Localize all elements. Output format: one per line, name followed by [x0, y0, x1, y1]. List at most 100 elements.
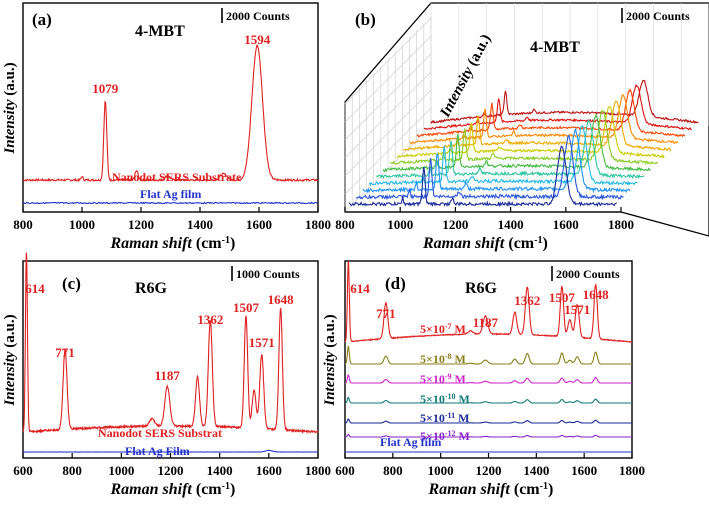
- peak-label: 771: [55, 345, 75, 360]
- x-tick-label: 1400: [523, 463, 549, 478]
- series-name: 5×10-9 M: [420, 372, 466, 387]
- peak-label: 614: [350, 281, 370, 296]
- y-axis-label: Intensity (a.u.): [322, 314, 338, 406]
- x-tick-label: 600: [13, 463, 33, 478]
- series-line-stack: [382, 113, 652, 173]
- series-line-stack: [348, 145, 618, 208]
- x-tick-label: 1000: [108, 463, 134, 478]
- x-tick-label: 1400: [498, 217, 524, 232]
- x-tick-label: 1600: [553, 217, 579, 232]
- panel-c: (c) R6G 1000 Counts 614 771 1187 1362 1507 1571 1…: [2, 252, 331, 499]
- series-line: [344, 374, 632, 384]
- plot-frame-3d: [344, 2, 709, 237]
- x-axis-label: Raman shift (cm-1): [110, 235, 236, 253]
- grid-line: [344, 53, 432, 141]
- series-line-stack: [368, 125, 638, 187]
- series-line-stack: [430, 79, 699, 124]
- panel-label-a: (a): [32, 10, 52, 29]
- series-name: 5×10-12 M: [420, 429, 470, 444]
- x-tick-label: 1800: [608, 217, 634, 232]
- peak-label: 771: [376, 306, 396, 321]
- panel-a: (a) 4-MBT 2000 Counts 1079 1594 Nanodot SERS …: [2, 2, 331, 253]
- x-tick-label: 1800: [305, 463, 331, 478]
- series-name-flatag-c: Flat Ag Film: [125, 444, 190, 458]
- scale-bar-label-d: 2000 Counts: [556, 267, 620, 281]
- series-line-stack: [362, 127, 631, 194]
- x-axis-label: Raman shift (cm-1): [428, 481, 554, 499]
- x-tick-label: 1400: [187, 217, 213, 232]
- series-name-flatag-a: Flat Ag film: [140, 187, 201, 201]
- chart-title-b: 4-MBT: [530, 39, 580, 56]
- x-tick-label: 1600: [246, 217, 272, 232]
- x-tick-label: 1800: [305, 217, 331, 232]
- x-tick-label: 1600: [571, 463, 597, 478]
- series-name: 5×10-8 M: [420, 352, 466, 367]
- series-line-stack: [416, 88, 686, 138]
- x-axis-label: Raman shift (cm-1): [422, 235, 548, 253]
- x-tick-label: 1800: [619, 463, 645, 478]
- x-tick-label: 1000: [69, 217, 95, 232]
- chart-title-a: 4-MBT: [135, 23, 185, 40]
- peak-label: 1648: [583, 287, 610, 302]
- series-line-stack: [355, 134, 624, 201]
- grid-line: [344, 35, 432, 123]
- x-tick-label: 600: [335, 463, 355, 478]
- x-tick-label: 800: [13, 217, 33, 232]
- y-axis-label: Intensity (a.u.): [2, 62, 18, 154]
- x-tick-label: 800: [335, 217, 355, 232]
- x-tick-label: 1600: [256, 463, 282, 478]
- x-tick-label: 1000: [428, 463, 454, 478]
- series-line-flatag-a: [22, 201, 318, 205]
- series-line: [344, 261, 633, 343]
- series-line: [345, 418, 632, 424]
- x-tick-label: 800: [62, 463, 82, 478]
- grid-line: [344, 17, 432, 105]
- series-line-nanodot-c: [22, 252, 319, 435]
- peak-label: 1507: [549, 290, 576, 305]
- chart-title-c: R6G: [135, 280, 168, 297]
- panel-label-b: (b): [355, 10, 376, 29]
- peak-label: 1571: [249, 335, 275, 350]
- series-line: [345, 396, 632, 404]
- y-axis-label: Intensity (a.u.): [437, 32, 494, 121]
- x-tick-label: 1000: [387, 217, 413, 232]
- peak-label-1594: 1594: [244, 32, 271, 47]
- peak-label: 1362: [197, 312, 223, 327]
- plot-frame: [22, 2, 319, 213]
- series-line-stack: [396, 106, 665, 159]
- panel-b: (b) 4-MBT 2000 Counts 800 1000 1200 1400 1600 18…: [335, 2, 709, 253]
- x-tick-label: 800: [383, 463, 403, 478]
- peak-label: 1571: [564, 302, 590, 317]
- x-tick-label: 1400: [207, 463, 233, 478]
- y-axis-label: Intensity (a.u.): [2, 314, 18, 406]
- x-tick-label: 1200: [128, 217, 154, 232]
- series-line-nanodot-a: [22, 44, 319, 182]
- series-name-nanodot-c: Nanodot SERS Substrat: [98, 426, 222, 440]
- scale-bar-label-b: 2000 Counts: [626, 9, 690, 23]
- peak-label: 1507: [233, 300, 260, 315]
- series-line-flatag-c: [22, 449, 319, 453]
- x-axis-label: Raman shift (cm-1): [110, 481, 236, 499]
- x-tick-label: 1200: [476, 463, 502, 478]
- peak-label: 1187: [473, 315, 499, 330]
- x-tick-label: 1200: [158, 463, 184, 478]
- series-line-stack: [376, 119, 645, 180]
- series-name: 5×10-11 M: [420, 411, 469, 426]
- peak-label-1079: 1079: [92, 81, 119, 96]
- panel-d: (d) R6G 2000 Counts 5×10-7 M 5×10-8 M 5×10-9 …: [322, 260, 645, 499]
- grid-line: [344, 71, 432, 159]
- panel-label-c: (c): [62, 274, 81, 293]
- scale-bar-label-c: 1000 Counts: [236, 267, 300, 281]
- series-name-nanodot-a: Nanodot SERS Substrate: [112, 170, 242, 184]
- peak-label: 614: [25, 281, 45, 296]
- series-line: [344, 345, 632, 365]
- series-name: 5×10-10 M: [420, 392, 470, 407]
- grid-line: [344, 89, 432, 177]
- chart-title-d: R6G: [465, 280, 498, 297]
- grid-line: [344, 107, 432, 195]
- scale-bar-label-a: 2000 Counts: [226, 9, 290, 23]
- peak-label: 1362: [514, 293, 540, 308]
- series-line-stack: [423, 83, 692, 131]
